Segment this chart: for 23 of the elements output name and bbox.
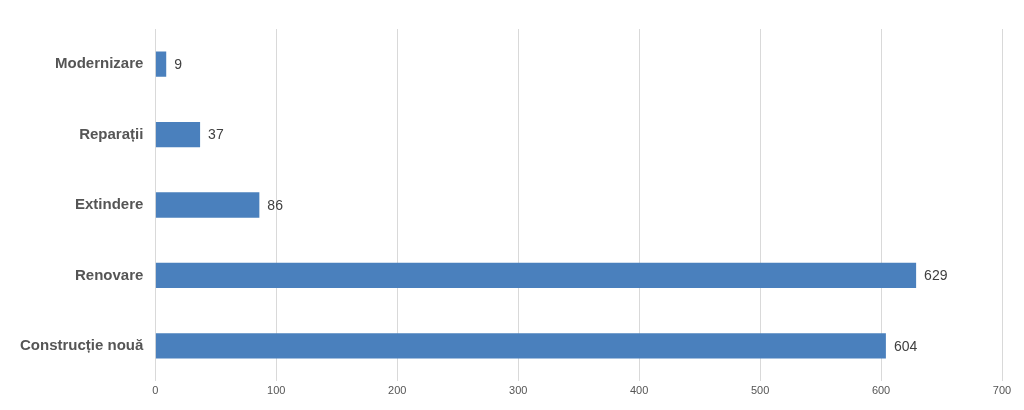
data-label: 9 (174, 56, 183, 73)
x-tick-label: 500 (750, 383, 770, 396)
bar (155, 262, 917, 289)
x-tick-label: 0 (152, 383, 159, 396)
y-tick-label: Extindere (74, 195, 144, 213)
data-label: 629 (924, 267, 948, 284)
data-label: 86 (267, 196, 284, 213)
bar (155, 192, 260, 218)
x-tick-label: 700 (992, 383, 1012, 396)
x-tick-label: 100 (267, 383, 286, 396)
y-tick-label: Construcție nouă (20, 335, 144, 353)
bar (155, 51, 167, 77)
data-label: 37 (208, 126, 224, 143)
y-tick-label: Reparații (79, 124, 144, 142)
x-tick-label: 400 (629, 383, 649, 396)
bar (155, 333, 886, 359)
data-label: 604 (893, 337, 918, 354)
x-tick-label: 600 (871, 383, 891, 396)
bar (155, 121, 201, 148)
y-tick-label: Modernizare (54, 54, 144, 72)
y-tick-label: Renovare (74, 265, 144, 283)
x-tick-label: 300 (509, 383, 528, 396)
x-tick-label: 200 (388, 383, 407, 396)
